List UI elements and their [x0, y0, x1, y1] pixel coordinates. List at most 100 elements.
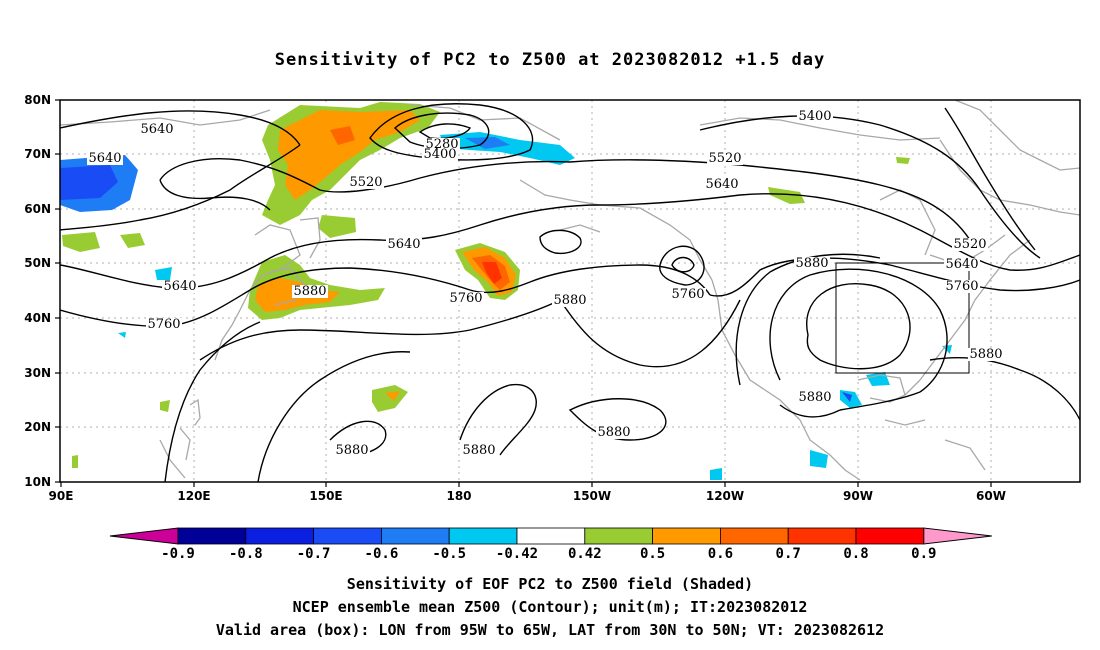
contour-label-bg — [348, 176, 384, 189]
lon-label: 120W — [706, 489, 744, 503]
colorbar — [109, 527, 992, 545]
colorbar-label: -0.5 — [432, 546, 466, 562]
lon-label: 150W — [573, 489, 611, 503]
plot-area — [60, 100, 1080, 482]
contour-label: 5640 — [387, 237, 420, 252]
lon-label: 60W — [976, 489, 1006, 503]
colorbar-label: -0.7 — [297, 546, 331, 562]
colorbar-label: -0.9 — [161, 546, 195, 562]
colorbar-segment — [177, 527, 247, 545]
coastlines — [60, 100, 1080, 481]
caption-line-1: Sensitivity of EOF PC2 to Z500 field (Sh… — [346, 575, 754, 593]
colorbar-segment — [652, 527, 721, 545]
contour-label: 5640 — [705, 177, 738, 192]
contour-label: 5880 — [293, 284, 326, 299]
colorbar-segment — [787, 527, 857, 545]
contour-label: 5640 — [88, 151, 121, 166]
contour-label-bg — [944, 258, 980, 271]
contour-label-bg — [448, 292, 484, 305]
colorbar-segment — [516, 527, 586, 545]
colorbar-label: -0.8 — [229, 546, 263, 562]
contour-label-bg — [704, 178, 740, 191]
contour-label-bg — [87, 152, 123, 165]
colorbar-segment — [245, 527, 315, 545]
colorbar-label: 0.42 — [568, 546, 602, 562]
lat-label: 80N — [24, 93, 51, 107]
contour-label: 5520 — [708, 151, 741, 166]
contour-label: 5760 — [147, 317, 180, 332]
latitude-labels: 80N 70N 60N 50N 40N 30N 20N 10N — [24, 93, 51, 489]
colorbar-label: 0.6 — [708, 546, 733, 562]
colorbar-label: 0.9 — [911, 546, 936, 562]
contour-label-bg — [797, 391, 833, 404]
contour-label: 5880 — [798, 390, 831, 405]
contour-label-bg — [552, 294, 588, 307]
lon-label: 120E — [177, 489, 210, 503]
contour-label: 5640 — [140, 122, 173, 137]
contour-label: 5400 — [798, 109, 831, 124]
contour-label: 5760 — [945, 279, 978, 294]
contour-label-bg — [292, 285, 328, 298]
caption-line-3: Valid area (box): LON from 95W to 65W, L… — [215, 621, 885, 639]
colorbar-low-triangle — [109, 527, 179, 545]
contour-label-bg — [944, 280, 980, 293]
lat-label: 40N — [24, 311, 51, 325]
caption-line-2: NCEP ensemble mean Z500 (Contour); unit(… — [292, 598, 808, 616]
colorbar-segment — [448, 527, 518, 545]
lon-label: 150E — [309, 489, 342, 503]
contour-label: 5520 — [953, 237, 986, 252]
lat-label: 70N — [24, 147, 51, 161]
colorbar-segment — [855, 527, 925, 545]
lon-label: 90E — [49, 489, 74, 503]
contour-label: 5760 — [449, 291, 482, 306]
contour-label-bg — [334, 444, 370, 457]
colorbar-segment — [313, 527, 382, 545]
contour-label-bg — [794, 257, 830, 270]
contour-label: 5640 — [163, 279, 196, 294]
contour-label-bg — [139, 123, 175, 136]
contour-label: 5520 — [349, 175, 382, 190]
longitude-labels: 90E 120E 150E 180 150W 120W 90W 60W — [49, 489, 1006, 503]
colorbar-label: -0.6 — [365, 546, 399, 562]
lon-label: 180 — [446, 489, 471, 503]
contour-label-bg — [797, 110, 833, 123]
contour-label-bg — [146, 318, 182, 331]
contour-label: 5880 — [795, 256, 828, 271]
lat-label: 50N — [24, 256, 51, 270]
contour-label-bg — [424, 138, 460, 151]
contour-label-bg — [386, 238, 422, 251]
contour-label-bg — [422, 148, 458, 161]
colorbar-label: -0.42 — [496, 546, 538, 562]
colorbar-label: 0.8 — [843, 546, 868, 562]
lon-label: 90W — [843, 489, 873, 503]
valid-area-box — [835, 262, 970, 374]
z500-contours — [60, 103, 1080, 482]
lat-label: 60N — [24, 202, 51, 216]
contour-label-bg — [952, 238, 988, 251]
contour-label: 5880 — [969, 347, 1002, 362]
contour-label-bg — [461, 444, 497, 457]
contour-label: 5400 — [423, 147, 456, 162]
colorbar-high-triangle — [923, 527, 992, 545]
contour-label: 5760 — [671, 287, 704, 302]
lat-label: 20N — [24, 420, 51, 434]
contour-label: 5880 — [462, 443, 495, 458]
contour-label-bg — [596, 426, 632, 439]
contour-label: 5880 — [597, 425, 630, 440]
contour-label-bg — [670, 288, 706, 301]
contour-label-bg — [707, 152, 743, 165]
contour-label: 5880 — [553, 293, 586, 308]
contour-label: 5640 — [945, 257, 978, 272]
map-title: Sensitivity of PC2 to Z500 at 2023082012… — [274, 50, 826, 70]
colorbar-label: 0.5 — [640, 546, 665, 562]
colorbar-segment — [584, 527, 653, 545]
contour-label-bg — [162, 280, 198, 293]
colorbar-labels: -0.9 -0.8 -0.7 -0.6 -0.5 -0.42 0.42 0.5 0.6 0.7 0.… — [161, 546, 936, 562]
lat-label: 30N — [24, 366, 51, 380]
contour-label-bg — [968, 348, 1004, 361]
colorbar-label: 0.7 — [776, 546, 801, 562]
colorbar-segment — [380, 527, 450, 545]
lat-label: 10N — [24, 475, 51, 489]
